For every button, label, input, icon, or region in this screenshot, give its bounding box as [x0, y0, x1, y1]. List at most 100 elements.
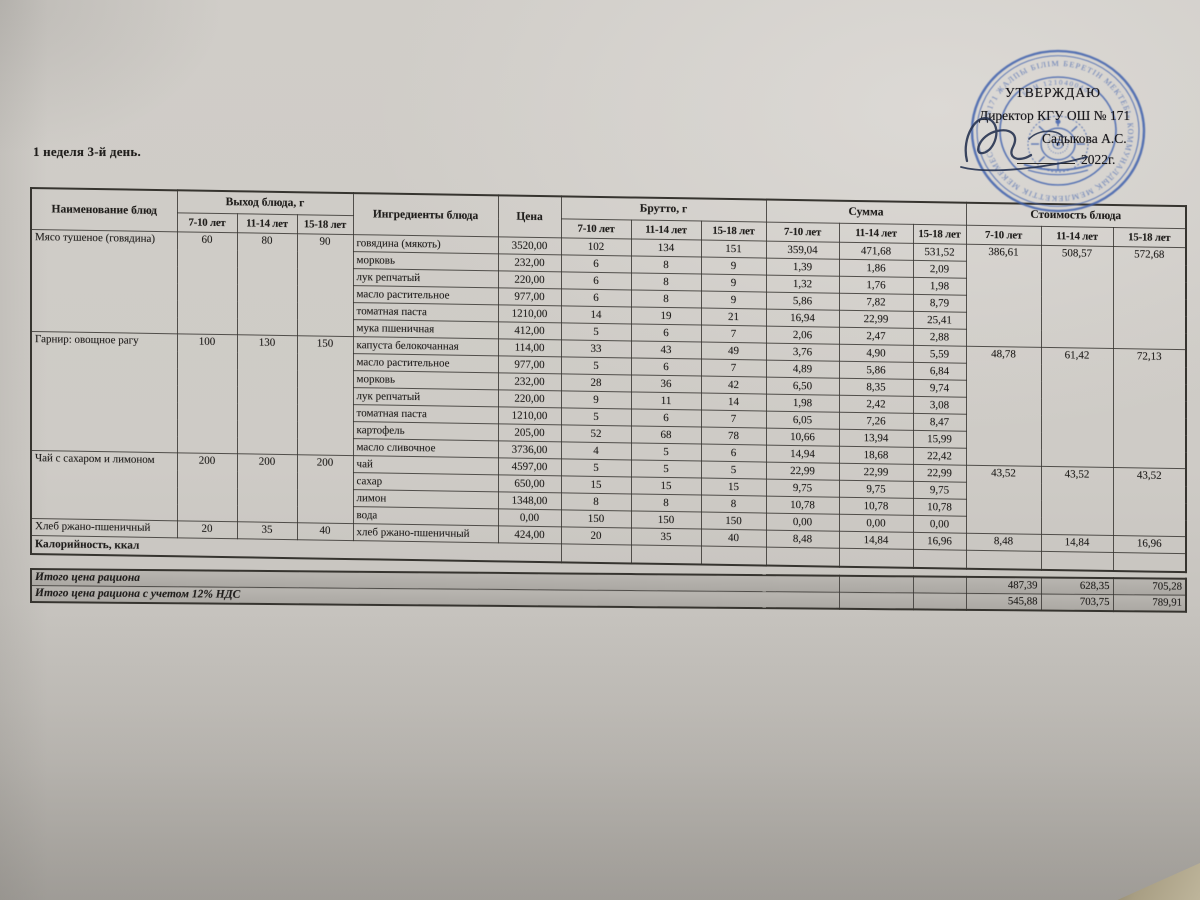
gross-value: 4: [561, 441, 632, 460]
dish-cost: 386,61: [966, 244, 1042, 348]
ingredient-price: 114,00: [498, 338, 562, 357]
gross-value: 150: [631, 510, 702, 530]
sum-value: 2,09: [913, 260, 967, 279]
gross-value: 42: [701, 376, 767, 395]
dish-cost: 72,13: [1113, 348, 1187, 469]
sum-value: 16,94: [766, 309, 840, 328]
dish-cost: 43,52: [1113, 467, 1187, 537]
age-subheader: 7-10 лет: [177, 212, 237, 233]
ingredient-price: 0,00: [498, 508, 562, 527]
dish-cost: 43,52: [966, 465, 1042, 535]
sum-value: 4,90: [839, 344, 914, 363]
gross-value: 8: [631, 272, 702, 292]
sum-value: 16,96: [913, 532, 967, 551]
svg-text:БСН 1210400465: БСН 1210400465: [1021, 79, 1096, 98]
gross-value: 14: [701, 393, 767, 412]
gross-value: 40: [701, 529, 767, 548]
ingredient-price: 3520,00: [498, 236, 562, 255]
totals-table: Итого цена рациона 487,39 628,35 705,28 Итог…: [30, 568, 1188, 613]
col-sum-header: Сумма: [766, 199, 967, 226]
ingredient-price: 424,00: [498, 525, 562, 544]
sum-value: 5,86: [839, 361, 914, 380]
sum-value: 1,32: [766, 275, 840, 294]
dish-output: 130: [237, 334, 297, 455]
gross-value: 5: [561, 407, 632, 426]
gross-value: 52: [561, 424, 632, 443]
age-subheader: 7-10 лет: [766, 222, 840, 243]
gross-value: 8: [701, 495, 767, 514]
gross-value: 6: [631, 357, 702, 377]
col-dish-header: Наименование блюд: [31, 188, 177, 232]
gross-value: 15: [561, 475, 632, 494]
handwritten-signature-icon: [960, 116, 1088, 172]
gross-value: 8: [631, 493, 702, 513]
gross-value: 15: [631, 476, 702, 496]
sum-value: 10,66: [766, 428, 840, 447]
gross-value: 15: [701, 478, 767, 497]
total-value: 487,39: [966, 576, 1042, 594]
ingredient-price: 205,00: [498, 423, 562, 442]
gross-value: 20: [561, 526, 632, 545]
sum-value: 22,99: [839, 310, 914, 329]
menu-sheet: Наименование блюд Выход блюда, г Ингредиен…: [30, 187, 1188, 621]
sum-value: 13,94: [839, 429, 914, 448]
approval-line-director: Директор КГУ ОШ № 171: [979, 108, 1131, 123]
gross-value: 5: [561, 356, 632, 375]
sum-value: 3,76: [766, 343, 840, 362]
sum-value: 8,47: [913, 413, 967, 432]
sum-value: 7,26: [839, 412, 914, 431]
gross-value: 6: [631, 323, 702, 343]
desk-corner: [1117, 863, 1200, 900]
dish-output: 200: [177, 452, 237, 522]
gross-value: 7: [701, 325, 767, 344]
ingredient-price: 220,00: [498, 270, 562, 289]
sum-value: 0,00: [839, 514, 914, 533]
gross-value: 35: [631, 527, 702, 547]
age-subheader: 15-18 лет: [297, 214, 354, 235]
sum-value: 0,00: [913, 515, 967, 534]
sum-value: 1,86: [839, 259, 914, 278]
ingredient-price: 1210,00: [498, 406, 562, 425]
gross-value: 5: [701, 461, 767, 480]
dish-output: 150: [297, 335, 354, 456]
sum-value: 1,98: [913, 277, 967, 296]
sum-value: 9,74: [913, 379, 967, 398]
paper-shadow: [0, 600, 1200, 900]
total-value: 628,35: [1041, 577, 1114, 595]
stamp-ring-text: «№171 ЖАЛПЫ БІЛІМ БЕРЕТІН МЕКТЕБІ» КОММУ…: [981, 59, 1134, 203]
col-gross-header: Брутто, г: [561, 196, 767, 223]
gross-value: 6: [561, 271, 632, 290]
approval-line-year: 2022г.: [1017, 151, 1115, 168]
age-subheader: 11-14 лет: [631, 219, 702, 241]
sum-value: 6,84: [913, 362, 967, 381]
gross-value: 68: [631, 425, 702, 445]
sum-value: 22,99: [913, 464, 967, 483]
dish-output: 200: [297, 454, 354, 524]
sum-value: 9,75: [913, 481, 967, 500]
gross-value: 19: [631, 306, 702, 326]
sum-value: 6,05: [766, 411, 840, 430]
gross-value: 11: [631, 391, 702, 411]
dish-output: 200: [237, 453, 297, 523]
dish-cost: 8,48: [966, 533, 1042, 552]
ingredient-price: 3736,00: [498, 440, 562, 459]
sum-value: 15,99: [913, 430, 967, 449]
dish-name: Чай с сахаром и лимоном: [31, 450, 177, 521]
dish-cost: 43,52: [1041, 466, 1114, 536]
sum-value: 1,98: [766, 394, 840, 413]
dish-cost: 14,84: [1041, 534, 1114, 553]
gross-value: 5: [561, 458, 632, 477]
approval-line-name: Садыкова А.С.: [1042, 131, 1127, 146]
total-value: 545,88: [966, 593, 1042, 611]
total-value: 789,91: [1113, 594, 1187, 612]
gross-value: 7: [701, 359, 767, 378]
age-subheader: 11-14 лет: [1041, 226, 1114, 247]
dish-name: Мясо тушеное (говядина): [31, 229, 177, 334]
dish-output: 40: [297, 522, 354, 541]
dish-cost: 61,42: [1041, 347, 1114, 468]
ingredient-price: 1348,00: [498, 491, 562, 510]
ingredient-price: 650,00: [498, 474, 562, 493]
sum-value: 5,59: [913, 345, 967, 364]
gross-value: 6: [561, 288, 632, 307]
sum-value: 471,68: [839, 242, 914, 261]
